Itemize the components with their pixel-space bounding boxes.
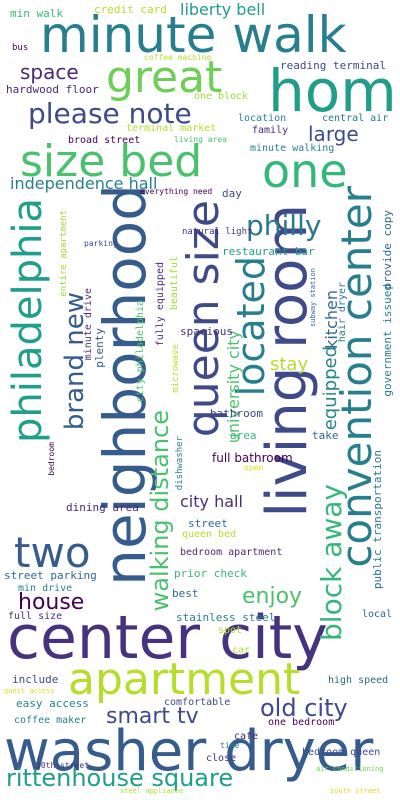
word-bus: bus [12, 43, 29, 53]
word-include: include [12, 673, 59, 686]
word-center-city: center city [7, 603, 328, 673]
word-home: home [268, 57, 400, 125]
word-car: car [232, 645, 251, 656]
word-hair-dryer: hair dryer [337, 282, 348, 343]
word-queen-bed: queen bed [182, 529, 237, 540]
word-two: two [14, 528, 91, 577]
word-fully-equipped: fully equipped [155, 262, 166, 347]
word-natural-light: natural light [182, 227, 253, 237]
word-easy-access: easy access [16, 697, 89, 710]
word-parking: parking [84, 239, 118, 248]
word-city-hall: city hall [180, 492, 243, 511]
word-stainless-steel: stainless steel [176, 611, 276, 624]
word-house: house [18, 590, 85, 615]
word-philadelphia: philadelphia [5, 198, 51, 443]
word-stay: stay [270, 354, 309, 375]
word-steel-appliance: steel appliance [120, 787, 184, 795]
word-please-note: please note [28, 97, 192, 130]
word-full-size: full size [8, 611, 63, 622]
word-central-air: central air [322, 113, 389, 124]
word-great: great [106, 52, 223, 103]
word-min-drive: min drive [18, 583, 73, 594]
word-open: open [244, 463, 264, 472]
word-university-city: university city [224, 330, 243, 444]
word-min-walk: min walk [10, 7, 63, 20]
word-reading-terminal: reading terminal [280, 59, 386, 72]
word-bathroom: bathroom [210, 407, 263, 420]
word-living-area: living area [174, 135, 227, 144]
word-subway-station: subway station [309, 268, 317, 328]
word-rittenhouse-square: rittenhouse square [6, 764, 234, 792]
word-walking-distance: walking distance [146, 410, 174, 612]
word-spot: spot [218, 625, 243, 636]
word-best: best [172, 587, 199, 600]
word-entire-apartment: entire apartment [59, 210, 69, 297]
word-family: family [252, 125, 289, 136]
word-liberty-bell: liberty bell [180, 0, 266, 19]
word-microwave: microwave [171, 344, 181, 393]
word-smart-tv: smart tv [106, 704, 199, 729]
word-space: space [20, 60, 79, 84]
word-size-bed: size bed [20, 136, 203, 187]
word-philly: philly [246, 209, 322, 242]
word-30th-street: 30th street [36, 761, 89, 770]
word-coffee-maker: coffee maker [14, 715, 87, 726]
word-prior-check: prior check [174, 567, 247, 580]
word-full-bathroom: full bathroom [212, 451, 293, 465]
word-beautiful: beautiful [169, 256, 180, 311]
word-minute-walking: minute walking [250, 143, 335, 154]
word-equipped: equipped [320, 346, 341, 431]
word-location: location [238, 113, 287, 124]
word-one-block: one block [194, 91, 249, 102]
word-enjoy: enjoy [242, 584, 303, 609]
word-broad-street: broad street [68, 135, 141, 146]
word-local: local [362, 609, 393, 620]
word-washer-dryer: washer dryer [4, 719, 374, 784]
word-one: one [262, 144, 348, 198]
word-dishwasher: dishwasher [175, 436, 185, 491]
word-south-street: south street [330, 787, 381, 795]
word-comfortable: comfortable [164, 697, 231, 708]
word-street: street [188, 517, 228, 530]
word-spacious: spacious [180, 325, 233, 338]
word-restaurant-bar: restaurant bar [222, 245, 315, 258]
word-bedroom-apartment: bedroom apartment [180, 547, 283, 558]
word-coffee-machine: coffee machine [144, 53, 212, 62]
word-terminal-market: terminal market [126, 123, 217, 134]
word-city-philadelphia: city philadelphia [135, 300, 146, 403]
word-time: time [220, 741, 240, 750]
word-independence-hall: independence hall [10, 174, 158, 193]
word-bedroom-queen: bedroom queen [302, 747, 381, 758]
word-everything-need: everything need [140, 187, 213, 196]
word-public-transportation: public transportation [371, 450, 384, 590]
word-street-parking: street parking [4, 569, 97, 582]
word-government-issued: government issued [381, 284, 394, 397]
word-provide-copy: provide copy [381, 210, 394, 290]
word-old-city: old city [260, 694, 348, 722]
word-day: day [222, 187, 242, 200]
word-bedroom: bedroom [47, 442, 56, 476]
word-credit-card: credit card [94, 3, 167, 16]
word-large: large [308, 122, 359, 146]
word-air-conditioning: air conditioning [316, 765, 384, 773]
word-dining-area: dining area [66, 501, 139, 514]
word-block-away: block away [315, 484, 348, 641]
word-plenty: plenty [93, 328, 106, 368]
word-minute-walk: minute walk [40, 6, 347, 64]
word-area: area [230, 429, 257, 442]
word-cafe: cafe [234, 731, 259, 742]
word-guest-access: guest access [4, 687, 55, 695]
word-one-bedroom: one bedroom [268, 717, 335, 728]
word-high-speed: high speed [328, 675, 389, 686]
word-apartment: apartment [68, 654, 301, 705]
word-take: take [312, 429, 339, 442]
word-hardwood-floor: hardwood floor [6, 83, 99, 96]
word-close: close [206, 753, 237, 764]
